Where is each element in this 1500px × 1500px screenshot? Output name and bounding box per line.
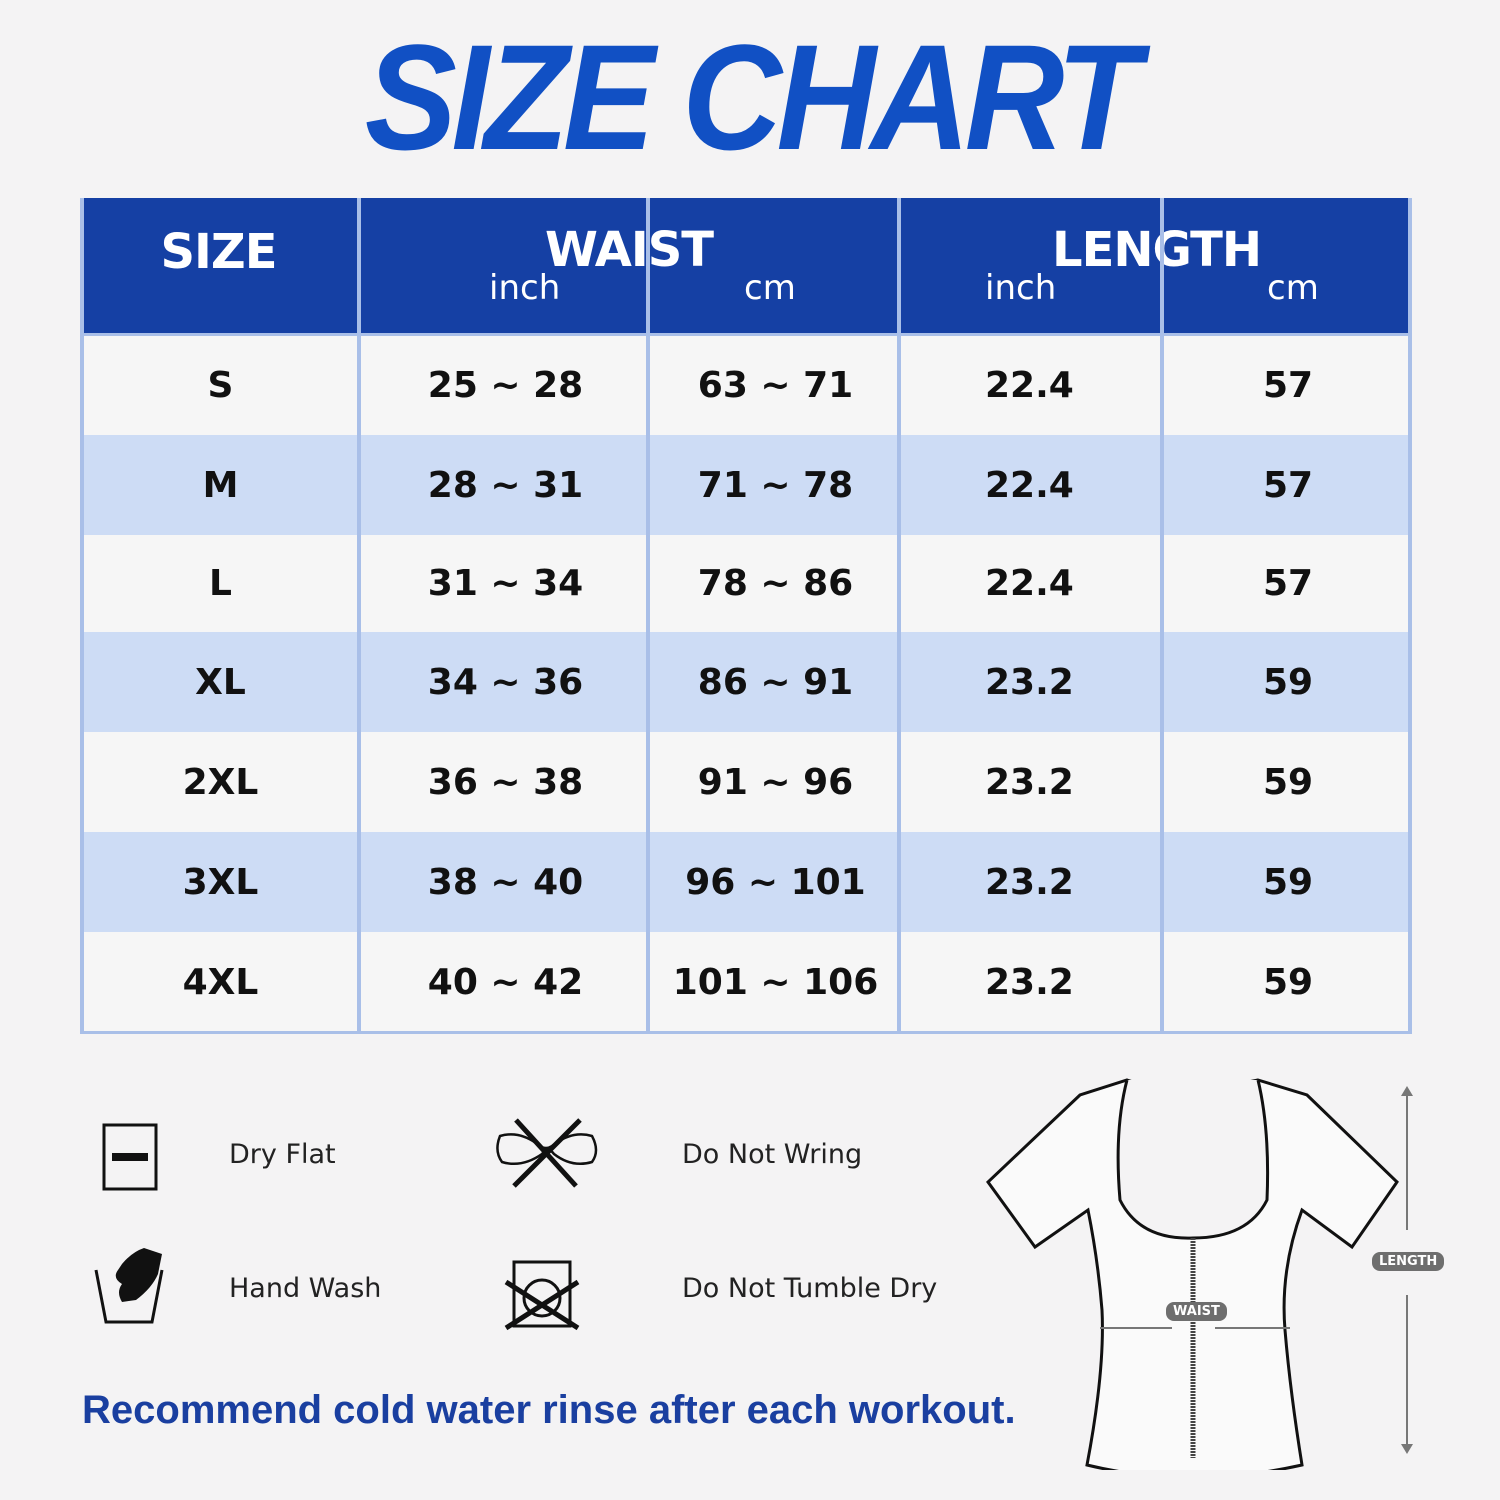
- cell-length-cm: 59: [1262, 861, 1314, 903]
- care-label-hand-wash: Hand Wash: [229, 1273, 382, 1304]
- cell-size: 2XL: [182, 761, 259, 803]
- cell-length-cm: 57: [1262, 563, 1314, 604]
- cell-waist-in: 36 ~ 38: [427, 761, 584, 803]
- cell-waist-in: 34 ~ 36: [427, 661, 584, 703]
- length-label: LENGTH: [1372, 1252, 1445, 1271]
- cell-waist-cm: 86 ~ 91: [697, 661, 854, 703]
- cell-length-in: 22.4: [985, 464, 1074, 506]
- table-row: L 31 ~ 34 78 ~ 86 22.4 57: [80, 535, 1412, 632]
- cell-length-in: 23.2: [985, 661, 1074, 703]
- table-row: 4XL 40 ~ 42 101 ~ 106 23.2 59: [80, 932, 1412, 1032]
- cell-length-in: 23.2: [985, 861, 1074, 903]
- dry-flat-icon: [102, 1123, 158, 1191]
- row-divider: [80, 333, 1412, 336]
- row-divider: [80, 1031, 1412, 1034]
- cell-size: M: [202, 464, 239, 506]
- cell-waist-cm: 63 ~ 71: [697, 364, 854, 406]
- header-length-label: LENGTH: [1051, 222, 1262, 278]
- care-note: Recommend cold water rinse after each wo…: [82, 1388, 1016, 1432]
- table-row: XL 34 ~ 36 86 ~ 91 23.2 59: [80, 632, 1412, 732]
- cell-size: 4XL: [182, 961, 259, 1003]
- header-waist: WAIST inch cm: [361, 198, 897, 333]
- header-length: LENGTH inch cm: [901, 198, 1412, 333]
- header-length-inch: inch: [985, 268, 1057, 308]
- cell-length-cm: 59: [1262, 761, 1314, 803]
- cell-length-cm: 57: [1262, 364, 1314, 406]
- column-divider: [897, 198, 901, 1034]
- cell-size: 3XL: [182, 861, 259, 903]
- care-label-do-not-wring: Do Not Wring: [682, 1139, 863, 1170]
- column-divider: [1408, 198, 1412, 1034]
- header-size: SIZE: [80, 198, 357, 333]
- cell-length-in: 23.2: [985, 961, 1074, 1003]
- cell-waist-cm: 96 ~ 101: [685, 861, 866, 903]
- table-row: S 25 ~ 28 63 ~ 71 22.4 57: [80, 335, 1412, 435]
- cell-length-in: 22.4: [985, 563, 1074, 604]
- cell-size: S: [207, 364, 234, 406]
- garment-diagram: [986, 1078, 1413, 1470]
- care-label-do-not-tumble-dry: Do Not Tumble Dry: [682, 1273, 938, 1304]
- hand-wash-icon: [94, 1248, 164, 1324]
- header-waist-label: WAIST: [544, 222, 714, 278]
- header-length-cm: cm: [1267, 268, 1319, 308]
- header-waist-inch: inch: [489, 268, 561, 308]
- column-divider: [357, 198, 361, 1034]
- cell-waist-in: 25 ~ 28: [427, 364, 584, 406]
- cell-waist-cm: 71 ~ 78: [697, 464, 854, 506]
- cell-size: L: [209, 563, 232, 604]
- cell-size: XL: [195, 661, 246, 703]
- cell-length-cm: 57: [1262, 464, 1314, 506]
- table-row: 2XL 36 ~ 38 91 ~ 96 23.2 59: [80, 732, 1412, 832]
- cell-length-in: 22.4: [985, 364, 1074, 406]
- cell-length-cm: 59: [1262, 961, 1314, 1003]
- do-not-wring-icon: [496, 1118, 598, 1188]
- do-not-tumble-dry-icon: [504, 1260, 580, 1331]
- cell-waist-in: 40 ~ 42: [427, 961, 584, 1003]
- cell-length-cm: 59: [1262, 661, 1314, 703]
- cell-waist-in: 28 ~ 31: [427, 464, 584, 506]
- waist-label: WAIST: [1166, 1302, 1227, 1321]
- column-divider: [80, 198, 84, 1034]
- page-title: SIZE CHART: [364, 13, 1141, 181]
- care-label-dry-flat: Dry Flat: [229, 1139, 336, 1170]
- table-row: 3XL 38 ~ 40 96 ~ 101 23.2 59: [80, 832, 1412, 932]
- cell-waist-cm: 91 ~ 96: [697, 761, 854, 803]
- table-row: M 28 ~ 31 71 ~ 78 22.4 57: [80, 435, 1412, 535]
- size-table: SIZE WAIST inch cm LENGTH inch cm S 25 ~ …: [80, 198, 1412, 1034]
- column-divider: [1160, 198, 1164, 1034]
- cell-length-in: 23.2: [985, 761, 1074, 803]
- cell-waist-cm: 78 ~ 86: [697, 563, 854, 604]
- cell-waist-in: 31 ~ 34: [427, 563, 584, 604]
- column-divider: [646, 198, 650, 1034]
- cell-waist-cm: 101 ~ 106: [672, 961, 879, 1003]
- cell-waist-in: 38 ~ 40: [427, 861, 584, 903]
- header-size-label: SIZE: [160, 224, 277, 280]
- header-waist-cm: cm: [744, 268, 796, 308]
